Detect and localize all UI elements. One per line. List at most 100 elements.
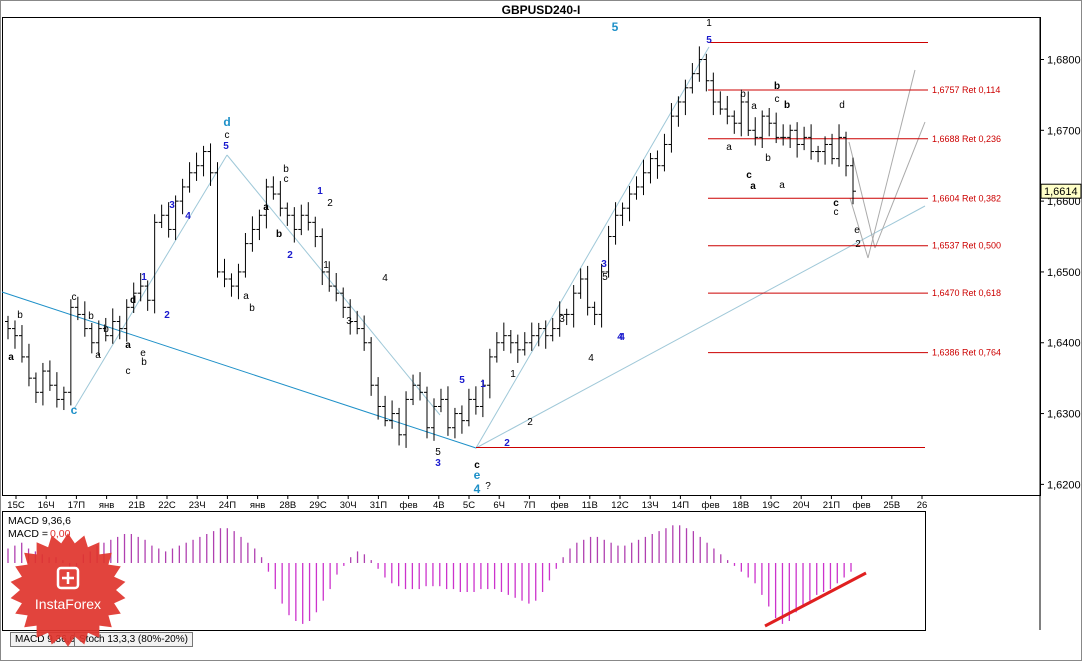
ohlc-bar — [591, 301, 598, 326]
ohlc-bar — [179, 178, 186, 215]
ohlc-bar — [228, 273, 235, 297]
ohlc-bar — [312, 216, 319, 248]
ohlc-bar — [389, 400, 396, 429]
ohlc-bar — [661, 133, 668, 172]
x-tick-label: 24П — [219, 500, 237, 511]
y-tick-label: 1,6400 — [1047, 338, 1081, 350]
x-tick-label: янв — [99, 500, 114, 511]
ohlc-bar — [186, 162, 193, 193]
ohlc-bar — [794, 122, 801, 158]
ohlc-bar — [759, 110, 766, 149]
wave-label: 5 — [706, 35, 712, 46]
wave-label: c — [775, 94, 780, 105]
wave-label: 3 — [601, 259, 607, 270]
projection-line-4 — [867, 69, 916, 259]
wave-label: b — [276, 229, 282, 240]
ohlc-bar — [81, 301, 88, 337]
x-tick-label: 21П — [823, 500, 841, 511]
ohlc-bar — [486, 348, 493, 399]
wave-label: 5 — [223, 141, 229, 152]
ohlc-bar — [738, 93, 745, 137]
ohlc-bar — [46, 360, 53, 391]
wave-label: e — [474, 468, 481, 482]
x-tick-label: 25В — [883, 500, 900, 511]
ohlc-bar — [752, 117, 759, 146]
fib-level-label: 1,6470 Ret 0,618 — [932, 288, 1001, 298]
ohlc-bar — [780, 124, 787, 146]
x-tick-label: 13Ч — [642, 500, 659, 511]
ohlc-bar — [633, 176, 640, 200]
ohlc-bar — [242, 232, 249, 278]
x-tick-label: 15С — [7, 500, 25, 511]
ohlc-bar — [514, 334, 521, 363]
ohlc-bar — [291, 207, 298, 243]
wave-label: c — [284, 174, 289, 185]
ohlc-bar — [703, 53, 710, 92]
ohlc-bar — [18, 325, 25, 363]
wave-label: 2 — [855, 239, 861, 250]
ohlc-bar — [305, 202, 312, 231]
ohlc-bar — [507, 330, 514, 354]
x-tick-label: 5С — [463, 500, 475, 511]
ohlc-bar — [535, 322, 542, 347]
ohlc-bar — [731, 110, 738, 134]
x-tick-label: 12С — [611, 500, 629, 511]
ohlc-bar — [200, 145, 207, 177]
wave-label: 1 — [323, 260, 329, 271]
wave-label: 2 — [327, 198, 333, 209]
wave-label: 1 — [480, 379, 486, 390]
chart-title: GBPUSD240-I — [502, 3, 581, 17]
ohlc-bar — [458, 405, 465, 434]
ohlc-bar — [60, 386, 67, 411]
y-tick-label: 1,6200 — [1047, 479, 1081, 491]
ohlc-bar — [361, 315, 368, 351]
x-tick-label: янв — [250, 500, 265, 511]
ohlc-bar — [172, 195, 179, 241]
y-tick-label: 1,6300 — [1047, 409, 1081, 421]
wave-label: a — [125, 340, 131, 351]
x-tick-label: фев — [400, 500, 418, 511]
ohlc-bar — [549, 317, 556, 342]
wave-label: b — [141, 357, 147, 368]
wave-label: b — [249, 303, 255, 314]
wave-label: c — [834, 207, 839, 218]
wave-label: e — [140, 348, 146, 359]
instaforex-logo: InstaForex — [0, 530, 136, 650]
ohlc-bar — [284, 202, 291, 226]
ohlc-bar — [556, 301, 563, 337]
logo-badge — [10, 533, 126, 647]
ohlc-bar — [612, 202, 619, 245]
macd-histogram — [7, 525, 852, 624]
ohlc-bar — [235, 263, 242, 300]
ohlc-bar — [745, 91, 752, 136]
x-tick-label: фев — [702, 500, 720, 511]
x-tick-label: 4В — [433, 500, 445, 511]
ohlc-bar — [696, 46, 703, 82]
ohlc-bar — [829, 133, 836, 165]
x-tick-label: 16Ч — [38, 500, 55, 511]
fib-level-label: 1,6386 Ret 0,764 — [932, 348, 1001, 358]
x-tick-label: 7П — [523, 500, 535, 511]
ohlc-bar — [137, 272, 144, 302]
wave-label: a — [726, 142, 732, 153]
ohlc-bar — [570, 285, 577, 328]
x-tick-label: 14П — [672, 500, 690, 511]
ohlc-bars — [5, 46, 856, 448]
ohlc-bar — [528, 322, 535, 351]
ohlc-bar — [766, 107, 773, 137]
ohlc-bar — [116, 315, 123, 340]
tab-stoch[interactable]: Stoch 13,3,3 (80%-20%) — [74, 632, 193, 647]
wave-label: c — [126, 366, 131, 377]
x-tick-label: фев — [853, 500, 871, 511]
ohlc-bar — [123, 299, 130, 342]
ohlc-bar — [165, 202, 172, 238]
wave-label: c — [474, 460, 480, 471]
ohlc-bar — [724, 95, 731, 125]
fib-level-label: 1,6537 Ret 0,500 — [932, 241, 1001, 251]
logo-emblem-icon — [56, 566, 80, 590]
wave-label: a — [750, 181, 756, 192]
ohlc-bar — [263, 178, 270, 229]
ohlc-bar — [221, 258, 228, 288]
ohlc-bar — [430, 398, 437, 441]
